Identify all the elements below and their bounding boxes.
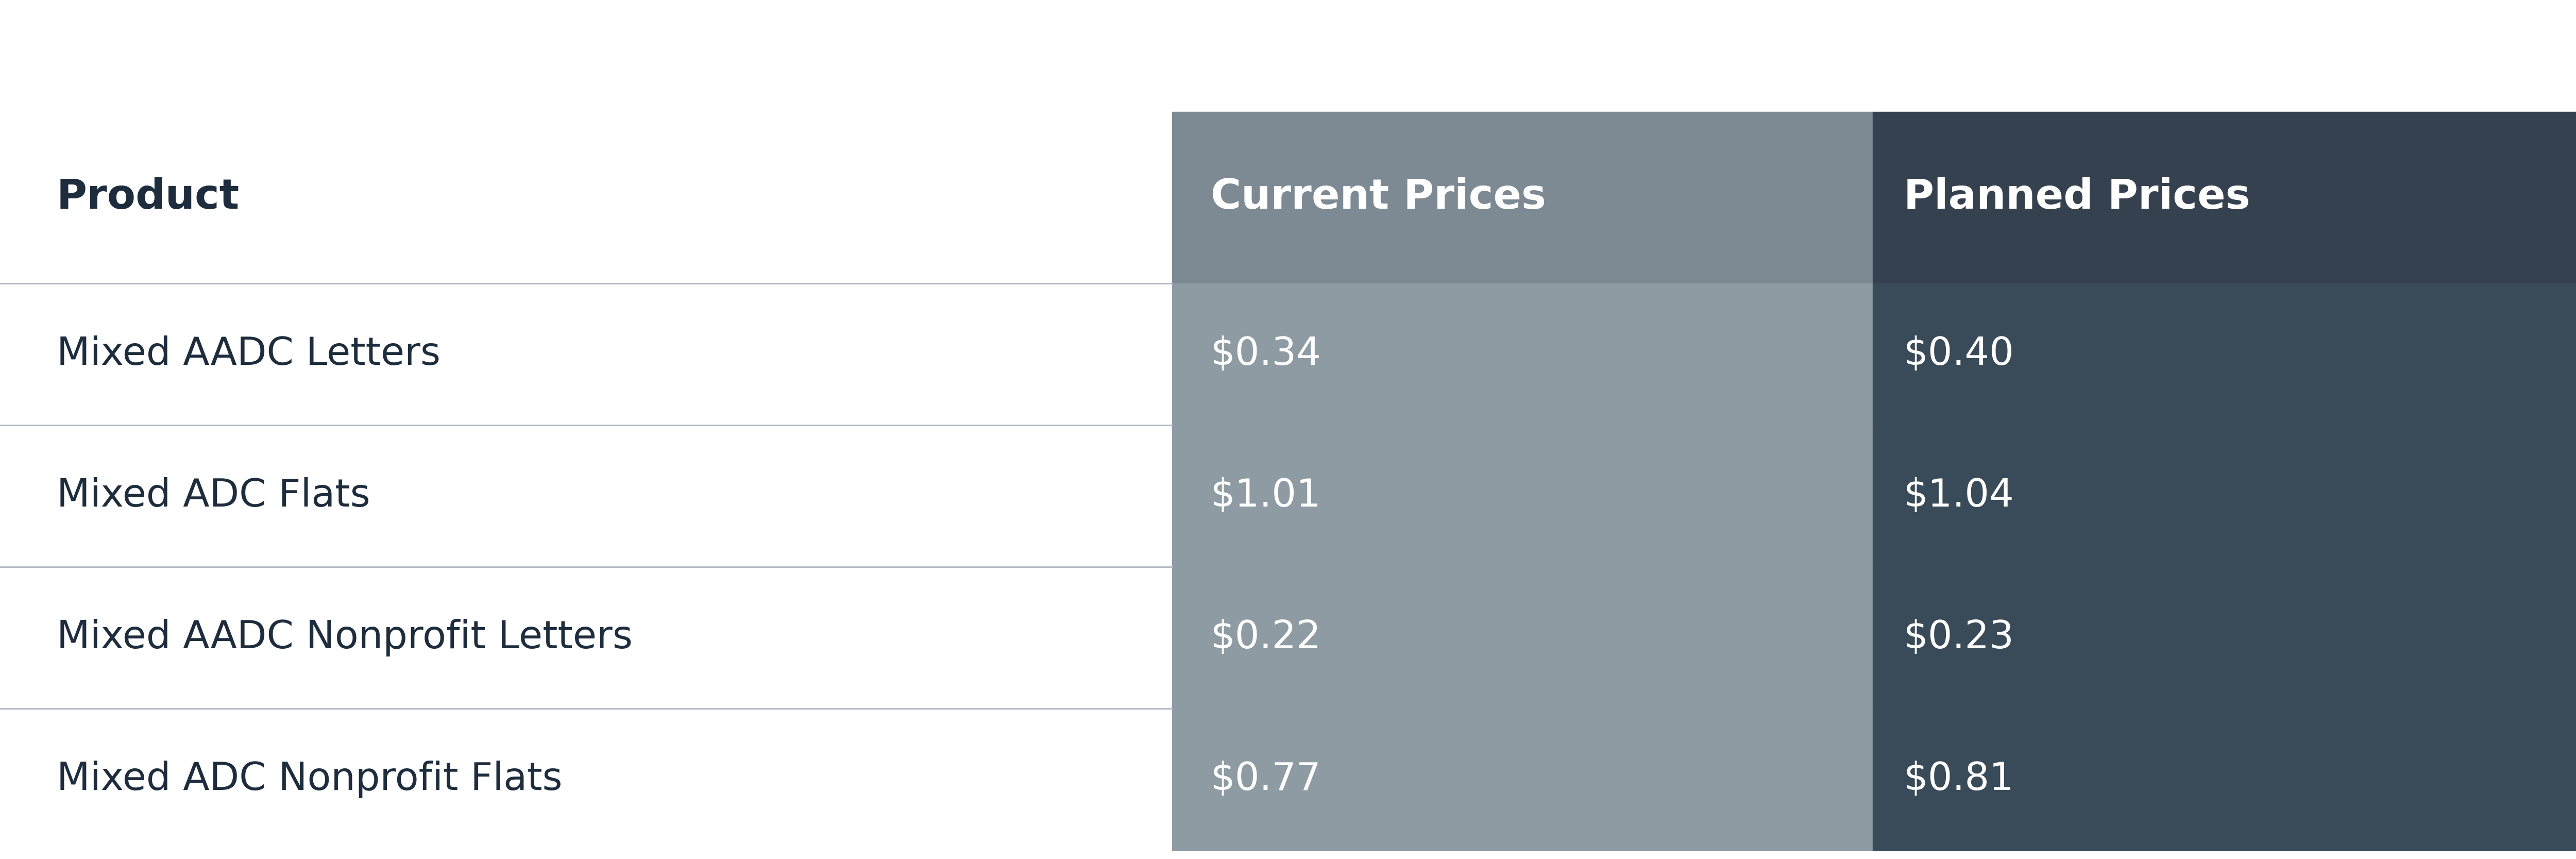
Text: $1.01: $1.01 xyxy=(1211,478,1321,515)
Text: Planned Prices: Planned Prices xyxy=(1904,178,2251,217)
Bar xyxy=(1172,283,1873,425)
Text: $0.23: $0.23 xyxy=(1904,619,2014,656)
Text: $1.04: $1.04 xyxy=(1904,478,2014,515)
Text: $0.40: $0.40 xyxy=(1904,336,2014,373)
Text: Mixed AADC Nonprofit Letters: Mixed AADC Nonprofit Letters xyxy=(57,619,634,656)
Bar xyxy=(1172,425,1873,567)
Text: $0.34: $0.34 xyxy=(1211,336,1321,373)
Bar xyxy=(1172,709,1873,850)
Text: Current Prices: Current Prices xyxy=(1211,178,1546,217)
Text: $0.77: $0.77 xyxy=(1211,761,1321,798)
Bar xyxy=(1873,283,2576,425)
Text: Mixed AADC Letters: Mixed AADC Letters xyxy=(57,336,440,373)
Bar xyxy=(1873,112,2576,283)
Text: $0.22: $0.22 xyxy=(1211,619,1321,656)
Bar xyxy=(1172,112,1873,283)
Bar xyxy=(1873,425,2576,567)
Text: Mixed ADC Nonprofit Flats: Mixed ADC Nonprofit Flats xyxy=(57,761,562,798)
Bar xyxy=(1873,567,2576,709)
Bar xyxy=(1172,567,1873,709)
Text: $0.81: $0.81 xyxy=(1904,761,2014,798)
Text: Mixed ADC Flats: Mixed ADC Flats xyxy=(57,478,371,515)
Bar xyxy=(1873,709,2576,850)
Text: Product: Product xyxy=(57,178,240,217)
